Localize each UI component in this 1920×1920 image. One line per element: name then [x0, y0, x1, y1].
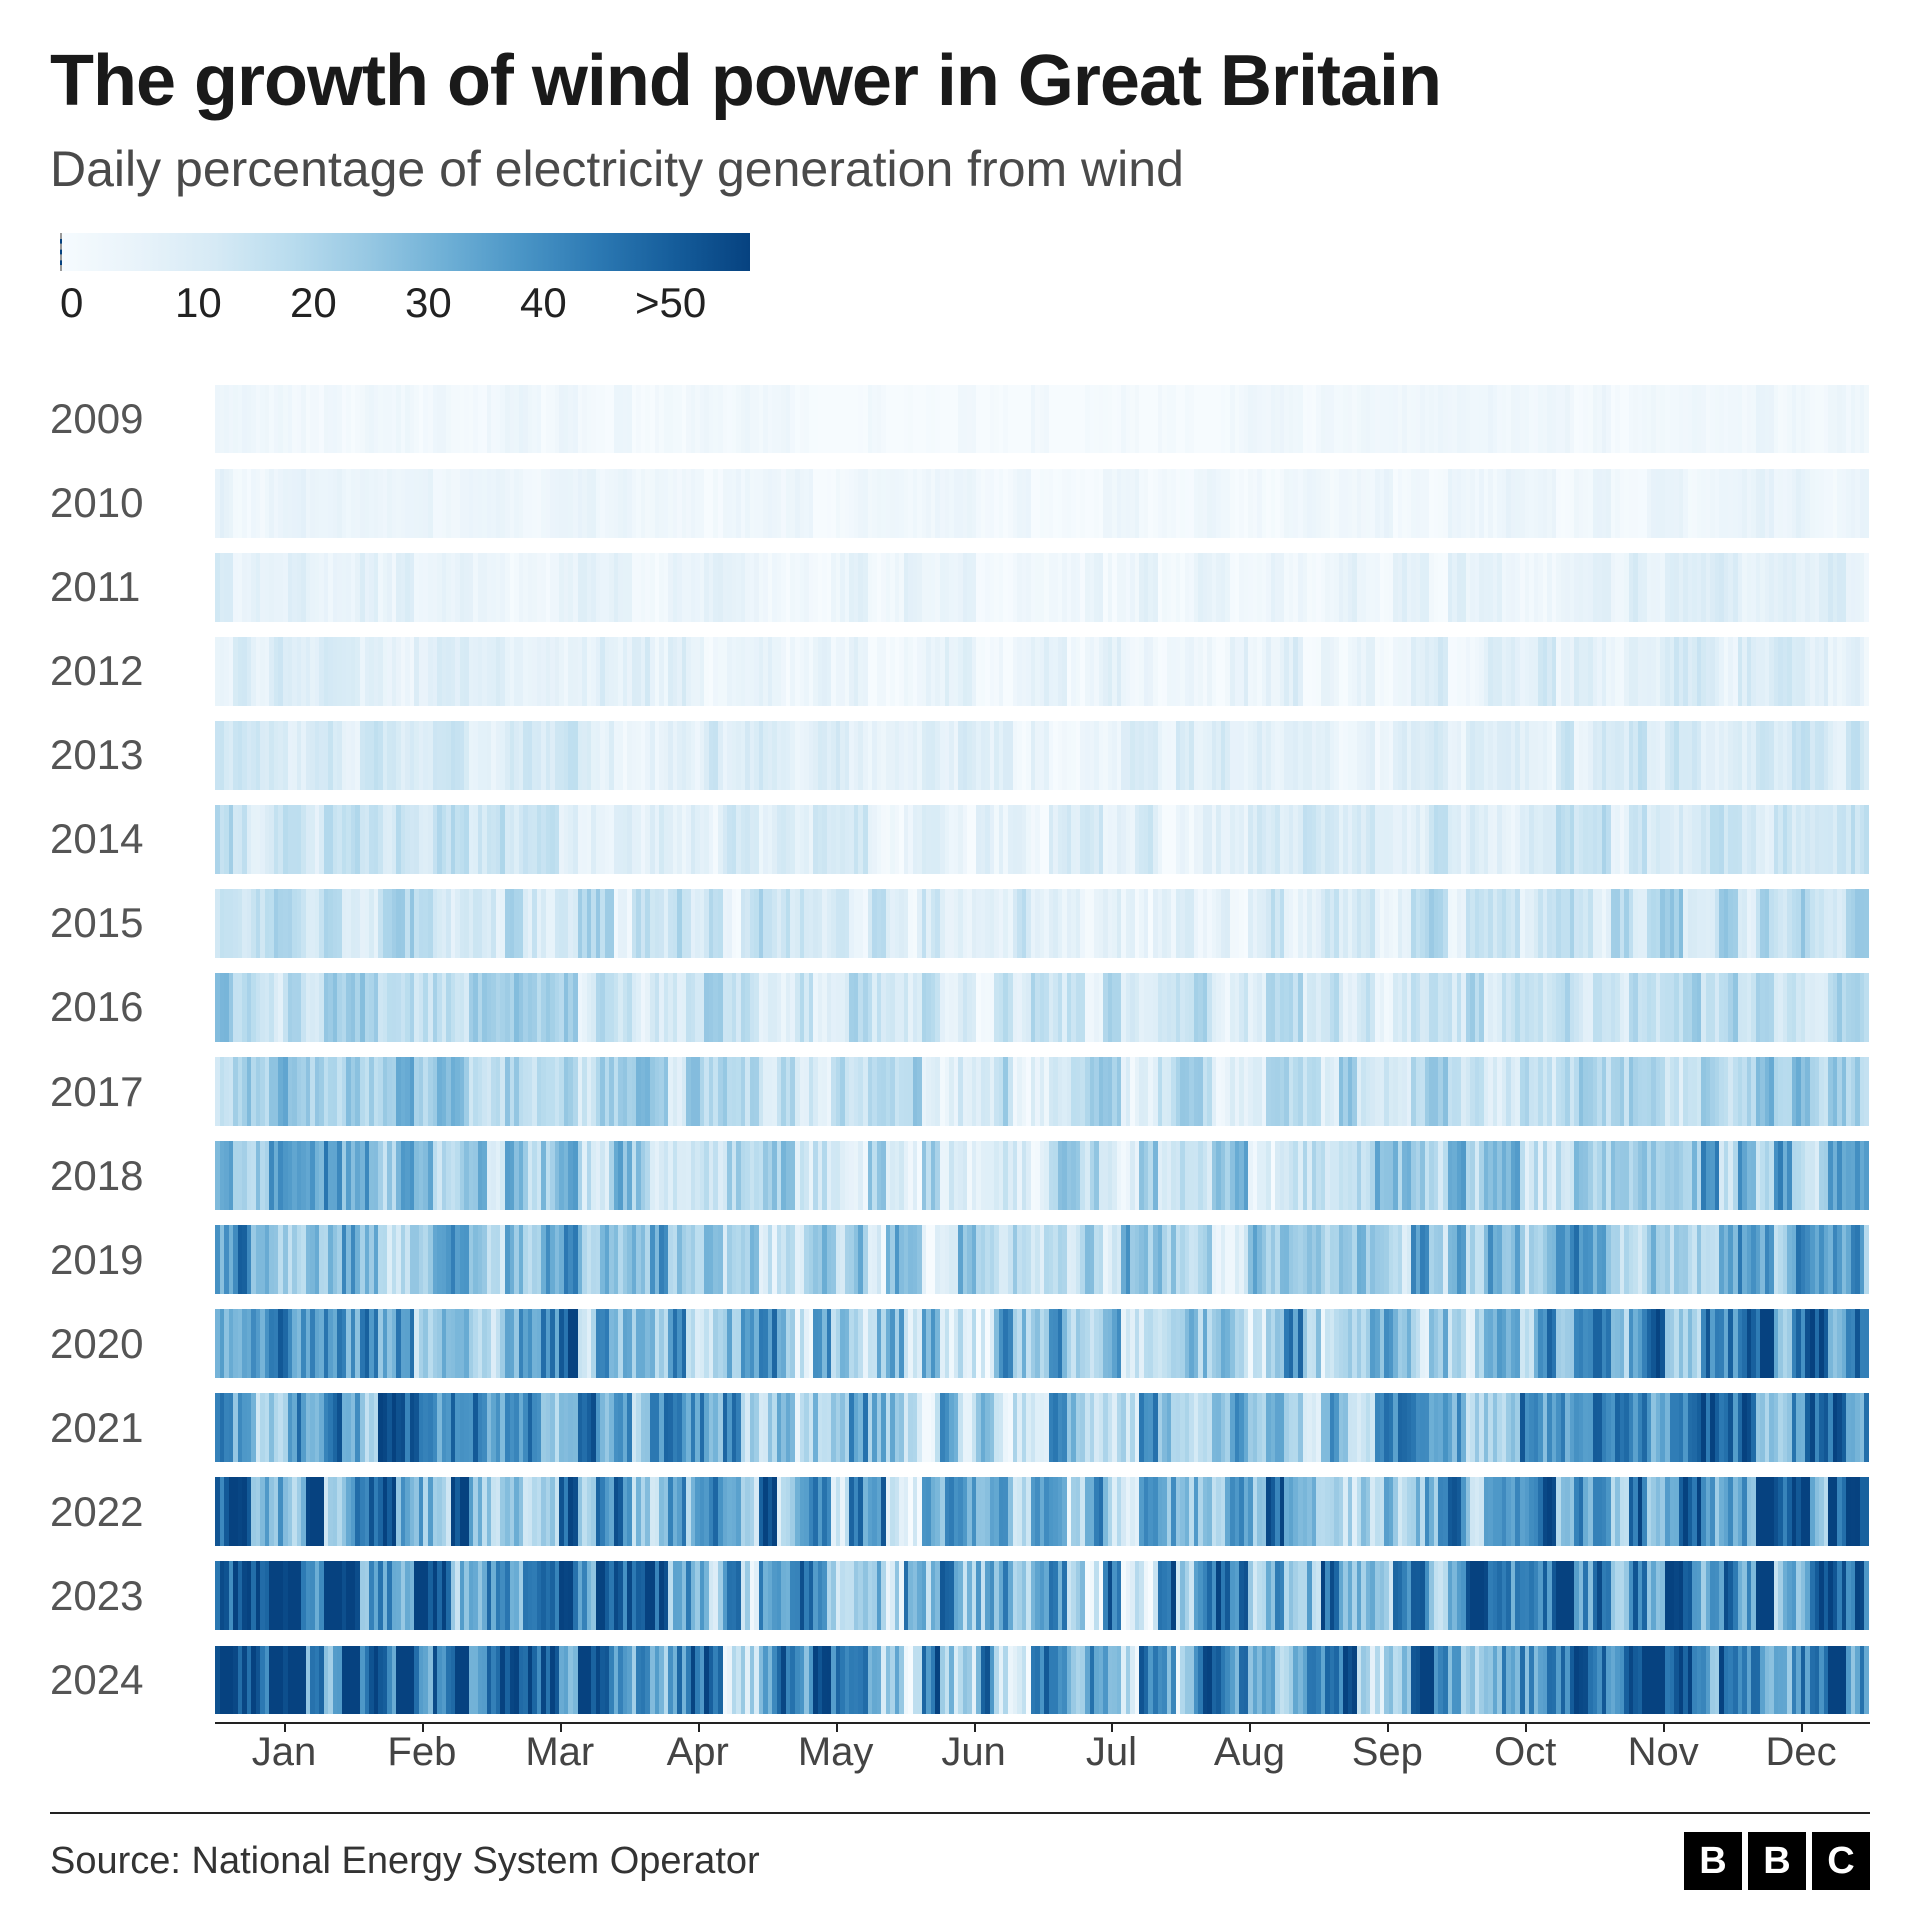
year-label: 2013	[50, 731, 195, 779]
year-label: 2020	[50, 1320, 195, 1368]
year-label: 2023	[50, 1572, 195, 1620]
year-row: 2009	[50, 377, 1870, 461]
year-row: 2012	[50, 629, 1870, 713]
legend-tick: >50	[635, 279, 750, 327]
color-legend: 010203040>50	[60, 233, 1870, 327]
year-label: 2015	[50, 899, 195, 947]
year-row: 2011	[50, 545, 1870, 629]
x-tick: Jul	[1043, 1730, 1181, 1775]
year-row: 2020	[50, 1302, 1870, 1386]
year-row: 2022	[50, 1470, 1870, 1554]
year-row: 2013	[50, 713, 1870, 797]
year-row: 2019	[50, 1218, 1870, 1302]
stripe-row	[215, 889, 1870, 958]
year-row: 2014	[50, 797, 1870, 881]
legend-tick: 0	[60, 279, 175, 327]
source-text: Source: National Energy System Operator	[50, 1840, 760, 1883]
x-tick: Nov	[1594, 1730, 1732, 1775]
legend-tick: 40	[520, 279, 635, 327]
stripe-row	[215, 1477, 1870, 1546]
year-row: 2016	[50, 965, 1870, 1049]
stripe-row	[215, 1057, 1870, 1126]
year-label: 2010	[50, 479, 195, 527]
year-label: 2022	[50, 1488, 195, 1536]
year-label: 2021	[50, 1404, 195, 1452]
year-label: 2018	[50, 1152, 195, 1200]
x-tick: Aug	[1180, 1730, 1318, 1775]
year-row: 2021	[50, 1386, 1870, 1470]
x-tick: Jun	[905, 1730, 1043, 1775]
legend-tick: 20	[290, 279, 405, 327]
x-tick: Feb	[353, 1730, 491, 1775]
bbc-logo-block: B	[1684, 1832, 1742, 1890]
stripe-row	[215, 469, 1870, 538]
year-row: 2018	[50, 1134, 1870, 1218]
year-label: 2024	[50, 1656, 195, 1704]
year-label: 2012	[50, 647, 195, 695]
year-row: 2024	[50, 1638, 1870, 1722]
year-row: 2015	[50, 881, 1870, 965]
x-tick: Jan	[215, 1730, 353, 1775]
year-label: 2019	[50, 1236, 195, 1284]
stripe-row	[215, 637, 1870, 706]
chart-subtitle: Daily percentage of electricity generati…	[50, 140, 1870, 198]
stripe-row	[215, 1225, 1870, 1294]
x-axis: JanFebMarAprMayJunJulAugSepOctNovDec	[215, 1722, 1870, 1792]
stripe-row	[215, 1646, 1870, 1715]
stripe-row	[215, 385, 1870, 454]
year-label: 2016	[50, 983, 195, 1031]
stripe-row	[215, 805, 1870, 874]
heatmap-rows: 2009 2010 2011 2012 2013 2014 2015 2016 2017 2018…	[50, 377, 1870, 1722]
chart-title: The growth of wind power in Great Britai…	[50, 40, 1870, 122]
chart-footer: Source: National Energy System Operator …	[50, 1812, 1870, 1890]
bbc-logo: BBC	[1684, 1832, 1870, 1890]
stripe-row	[215, 553, 1870, 622]
year-label: 2014	[50, 815, 195, 863]
x-tick: Dec	[1732, 1730, 1870, 1775]
year-label: 2017	[50, 1068, 195, 1116]
legend-tick: 30	[405, 279, 520, 327]
x-tick: Oct	[1456, 1730, 1594, 1775]
stripe-row	[215, 721, 1870, 790]
x-tick: Mar	[491, 1730, 629, 1775]
bbc-logo-block: B	[1748, 1832, 1806, 1890]
legend-tick: 10	[175, 279, 290, 327]
x-tick: Apr	[629, 1730, 767, 1775]
stripe-row	[215, 973, 1870, 1042]
year-label: 2011	[50, 563, 195, 611]
year-row: 2023	[50, 1554, 1870, 1638]
x-tick: Sep	[1318, 1730, 1456, 1775]
year-label: 2009	[50, 395, 195, 443]
x-tick: May	[767, 1730, 905, 1775]
year-row: 2010	[50, 461, 1870, 545]
stripe-row	[215, 1561, 1870, 1630]
heatmap-chart: 2009 2010 2011 2012 2013 2014 2015 2016 2017 2018…	[50, 377, 1870, 1792]
stripe-row	[215, 1309, 1870, 1378]
year-row: 2017	[50, 1050, 1870, 1134]
legend-tick-labels: 010203040>50	[60, 279, 760, 327]
stripe-row	[215, 1393, 1870, 1462]
bbc-logo-block: C	[1812, 1832, 1870, 1890]
stripe-row	[215, 1141, 1870, 1210]
legend-gradient	[60, 233, 750, 271]
